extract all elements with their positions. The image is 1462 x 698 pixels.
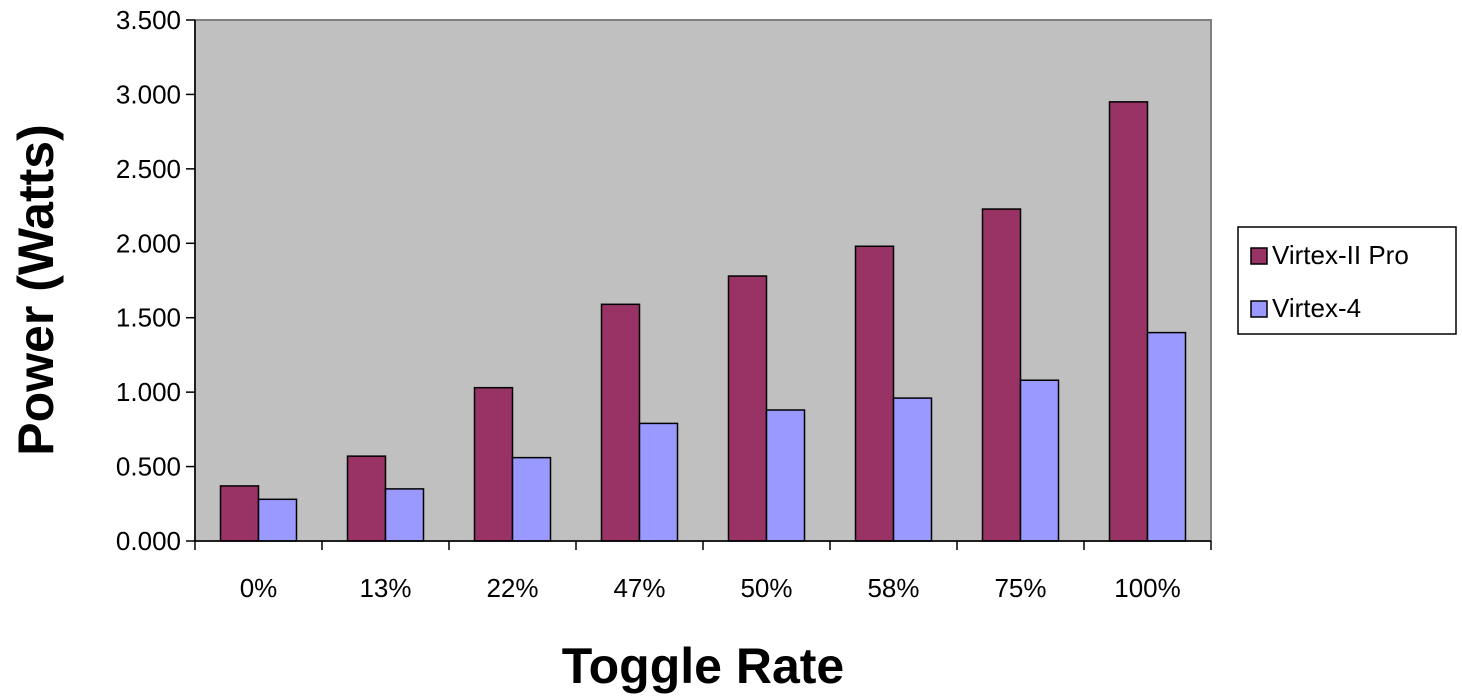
- y-tick-label: 3.000: [116, 79, 181, 109]
- x-tick-label: 47%: [613, 573, 665, 603]
- bar-virtex-ii-pro-0: [219, 485, 260, 542]
- y-tick-label: 3.500: [116, 5, 181, 35]
- y-tick-label: 1.500: [116, 303, 181, 333]
- bar-virtex-ii-pro-50: [727, 275, 768, 542]
- bar-virtex-4-0: [257, 498, 298, 542]
- axes-group: [186, 19, 1212, 550]
- bar-virtex-ii-pro-75: [981, 208, 1022, 542]
- x-tick-label: 13%: [359, 573, 411, 603]
- bar-virtex-4-47: [638, 422, 679, 542]
- legend-label-virtex-4: Virtex-4: [1272, 293, 1361, 323]
- bar-virtex-4-13: [384, 488, 425, 542]
- tick-labels-group: 0.000 0.500 1.000 1.500 2.000 2.500 3.000 3.500…: [116, 5, 1181, 603]
- x-tick-label: 75%: [994, 573, 1046, 603]
- bar-virtex-4-100: [1146, 331, 1187, 542]
- bar-virtex-ii-pro-58: [854, 245, 895, 542]
- bars-group: [219, 101, 1187, 542]
- y-tick-label: 0.500: [116, 452, 181, 482]
- x-tick-label: 50%: [740, 573, 792, 603]
- legend-swatch-virtex-4: [1250, 300, 1268, 318]
- bar-virtex-4-75: [1019, 379, 1060, 542]
- legend-label-virtex-ii-pro: Virtex-II Pro: [1272, 240, 1409, 270]
- legend-swatch-virtex-ii-pro: [1250, 247, 1268, 265]
- bar-virtex-ii-pro-100: [1108, 101, 1149, 542]
- legend: Virtex-II Pro Virtex-4: [1237, 226, 1457, 335]
- bar-virtex-4-50: [765, 409, 806, 542]
- x-axis-title: Toggle Rate: [562, 638, 844, 694]
- bar-virtex-4-22: [511, 456, 552, 542]
- y-tick-label: 2.000: [116, 228, 181, 258]
- bar-virtex-ii-pro-13: [346, 455, 387, 542]
- y-axis-title: Power (Watts): [8, 124, 64, 456]
- legend-box: [1237, 226, 1457, 335]
- bar-virtex-4-58: [892, 397, 933, 542]
- bar-virtex-ii-pro-47: [600, 303, 641, 542]
- bar-virtex-ii-pro-22: [473, 386, 514, 542]
- x-tick-label: 0%: [240, 573, 278, 603]
- y-tick-label: 2.500: [116, 154, 181, 184]
- y-tick-label: 1.000: [116, 377, 181, 407]
- x-tick-label: 58%: [867, 573, 919, 603]
- y-tick-label: 0.000: [116, 526, 181, 556]
- x-tick-label: 22%: [486, 573, 538, 603]
- x-tick-label: 100%: [1114, 573, 1181, 603]
